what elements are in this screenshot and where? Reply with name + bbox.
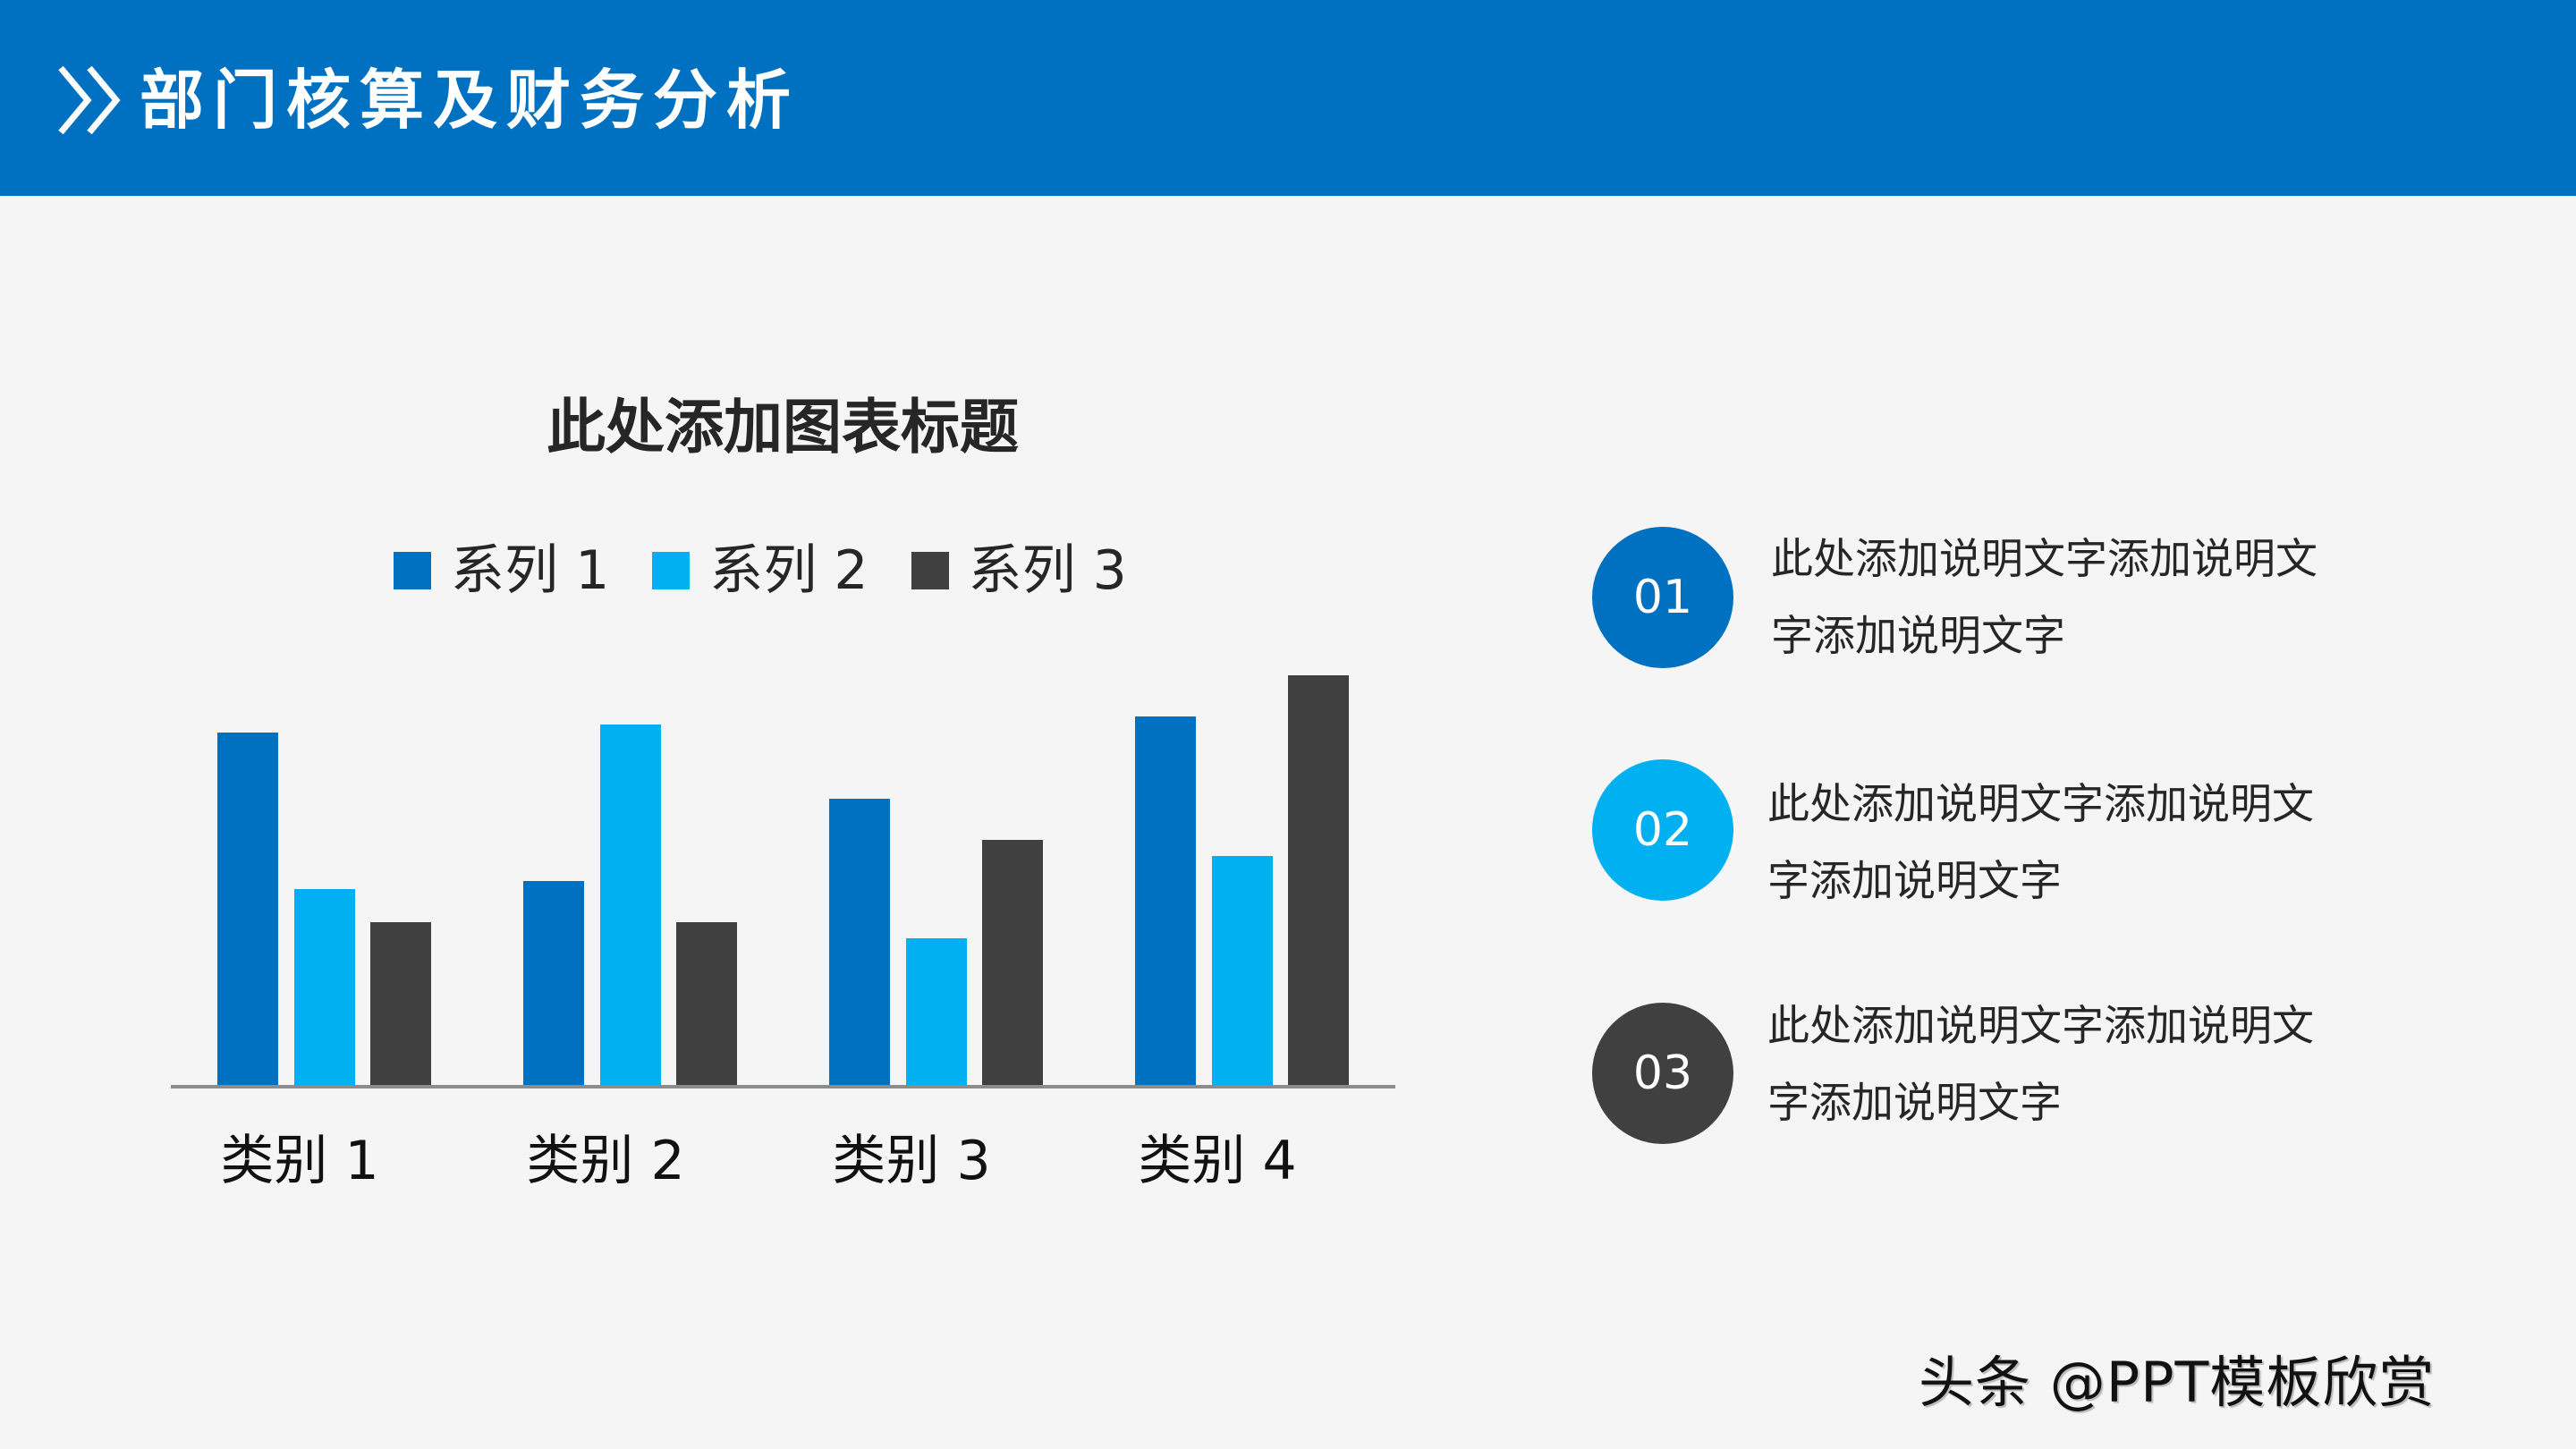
note-item-3: 03 此处添加说明文字添加说明文 字添加说明文字 <box>1592 1002 2397 1155</box>
bar-1-series-3 <box>370 922 431 1087</box>
category-label: 类别 3 <box>832 1130 991 1192</box>
legend-item-series-2: 系列 2 <box>652 537 869 605</box>
legend-swatch <box>911 552 949 589</box>
note-line: 此处添加说明文字添加说明文 <box>1767 780 2314 829</box>
note-item-2: 02 此处添加说明文字添加说明文 字添加说明文字 <box>1592 759 2397 911</box>
legend-label: 系列 1 <box>451 539 610 602</box>
bar-1-series-2 <box>293 889 355 1087</box>
note-text: 此处添加说明文字添加说明文 字添加说明文字 <box>1767 767 2358 920</box>
category-label: 类别 1 <box>220 1130 379 1192</box>
bar-4-series-2 <box>1211 856 1273 1087</box>
note-item-1: 01 此处添加说明文字添加说明文 字添加说明文字 <box>1592 527 2397 679</box>
bar-4-series-1 <box>1135 716 1196 1087</box>
legend-label: 系列 3 <box>968 539 1127 602</box>
bar-2-series-3 <box>676 922 737 1087</box>
legend-swatch <box>394 552 431 589</box>
legend-item-series-3: 系列 3 <box>911 537 1127 605</box>
number-badge: 01 <box>1592 527 1733 668</box>
note-text: 此处添加说明文字添加说明文 字添加说明文字 <box>1767 988 2358 1142</box>
bar-1-series-1 <box>217 733 278 1087</box>
badge-number: 03 <box>1632 1046 1693 1100</box>
bar-3-series-3 <box>982 840 1043 1087</box>
note-line: 此处添加说明文字添加说明文 <box>1771 535 2318 584</box>
badge-number: 02 <box>1632 803 1693 857</box>
double-chevron-right-icon <box>58 65 121 135</box>
note-line: 字添加说明文字 <box>1767 1079 2062 1128</box>
chart-legend: 系列 1 系列 2 系列 3 <box>394 537 1170 605</box>
page-title: 部门核算及财务分析 <box>140 63 801 138</box>
number-badge: 02 <box>1592 759 1733 901</box>
legend-item-series-1: 系列 1 <box>394 537 609 605</box>
note-line: 字添加说明文字 <box>1771 612 2065 661</box>
header-bar: 部门核算及财务分析 <box>0 0 2576 196</box>
bar-4-series-3 <box>1288 675 1349 1087</box>
bar-2-series-2 <box>599 724 661 1087</box>
number-badge: 03 <box>1592 1003 1733 1144</box>
category-label: 类别 2 <box>526 1130 685 1192</box>
category-label: 类别 4 <box>1138 1130 1297 1192</box>
note-text: 此处添加说明文字添加说明文 字添加说明文字 <box>1771 521 2361 675</box>
chart-plot-area <box>171 626 1395 1087</box>
legend-swatch <box>652 552 691 589</box>
bar-2-series-1 <box>523 881 584 1087</box>
x-axis-line <box>171 1085 1395 1089</box>
chart-title: 此处添加图表标题 <box>547 393 1019 462</box>
watermark: 头条 @PPT模板欣赏 <box>1919 1350 2436 1415</box>
note-line: 此处添加说明文字添加说明文 <box>1767 1002 2314 1051</box>
badge-number: 01 <box>1632 571 1693 624</box>
bar-3-series-2 <box>905 938 967 1087</box>
bar-3-series-1 <box>829 799 890 1087</box>
note-line: 字添加说明文字 <box>1767 857 2062 906</box>
legend-label: 系列 2 <box>709 539 869 602</box>
